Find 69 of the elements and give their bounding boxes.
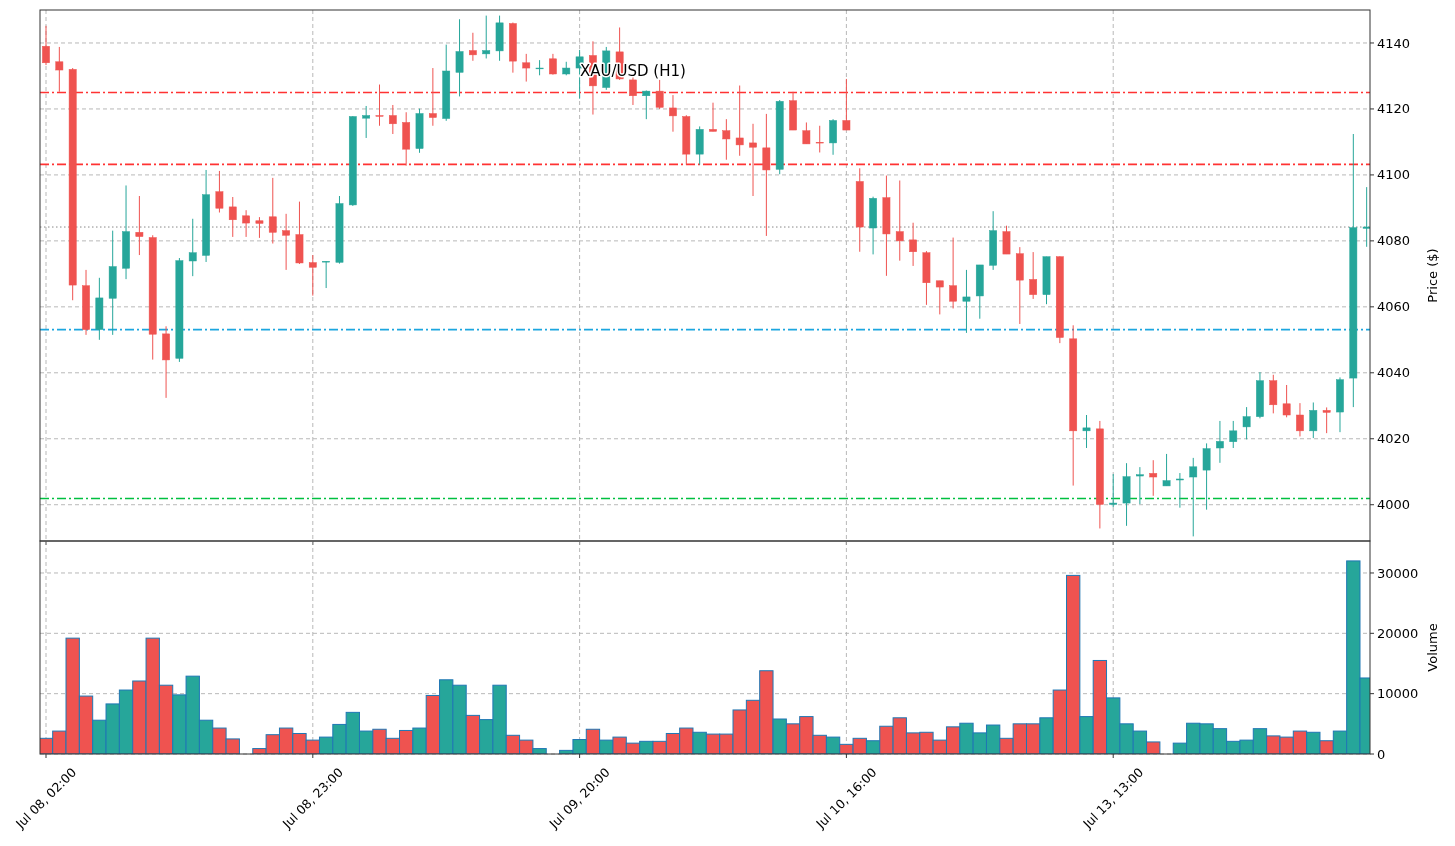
candlestick [188,218,197,277]
y-axis-title: Volume [1425,623,1440,672]
candlestick [909,222,917,267]
candlestick [455,18,464,97]
candlestick [762,113,771,237]
candlestick [895,180,904,262]
candlestick [709,102,717,132]
candlestick [1176,472,1184,509]
y-tick-label: 4020 [1377,431,1411,447]
candlestick [1322,406,1331,434]
candlestick [1309,401,1318,439]
candlestick [1029,251,1038,300]
candlestick [469,32,477,62]
candlestick [1202,442,1211,511]
y-tick-label: 0 [1377,746,1386,762]
candlestick [1149,459,1158,497]
candlestick [1282,384,1291,418]
y-tick-label: 4100 [1377,167,1411,183]
y-tick-label: 30000 [1377,565,1419,581]
candlestick [1109,473,1118,508]
candlestick [1002,225,1011,255]
candlestick [55,46,64,93]
candlestick [228,196,237,238]
candlestick [482,15,491,59]
candlestick [815,125,824,153]
candlestick [549,53,557,76]
candlestick [962,269,971,334]
candlestick [735,85,744,157]
y-tick-label: 4080 [1377,233,1411,249]
candlestick [282,213,290,271]
candlestick [722,118,731,161]
candlestick [215,170,224,214]
candlestick [1082,414,1091,449]
candlestick [362,105,371,139]
candlestick [842,78,851,131]
candlestick [642,89,651,120]
candlestick [42,25,50,66]
candlestick [1136,466,1144,505]
candlestick [242,209,250,238]
candlestick [135,195,144,256]
candlestick [802,121,811,145]
candlestick [669,94,677,133]
y-tick-label: 20000 [1377,625,1419,641]
y-tick-label: 4060 [1377,299,1411,315]
candlestick [1229,420,1238,449]
candlestick [1189,457,1198,537]
candlestick [749,123,757,197]
y-tick-label: 4140 [1377,35,1411,51]
candlestick [255,216,264,239]
candlestick [949,237,957,309]
candlestick [829,118,837,156]
candlestick [375,84,384,127]
candlestick [388,104,397,135]
candlestick [308,254,317,297]
candlestick [1242,406,1251,440]
y-axis-title: Price ($) [1425,248,1440,303]
candlestick [1162,453,1171,487]
y-tick-label: 10000 [1377,686,1419,702]
candlestick [1296,402,1304,437]
candlestick [655,79,664,110]
candlestick [322,260,330,289]
y-tick-label: 4000 [1377,497,1411,513]
candlestick [268,177,277,245]
candlestick [1216,420,1224,464]
candlestick [429,67,437,127]
candlestick [935,280,944,315]
y-tick-label: 4120 [1377,101,1411,117]
candlestick [522,53,531,83]
y-tick-label: 4040 [1377,365,1411,381]
